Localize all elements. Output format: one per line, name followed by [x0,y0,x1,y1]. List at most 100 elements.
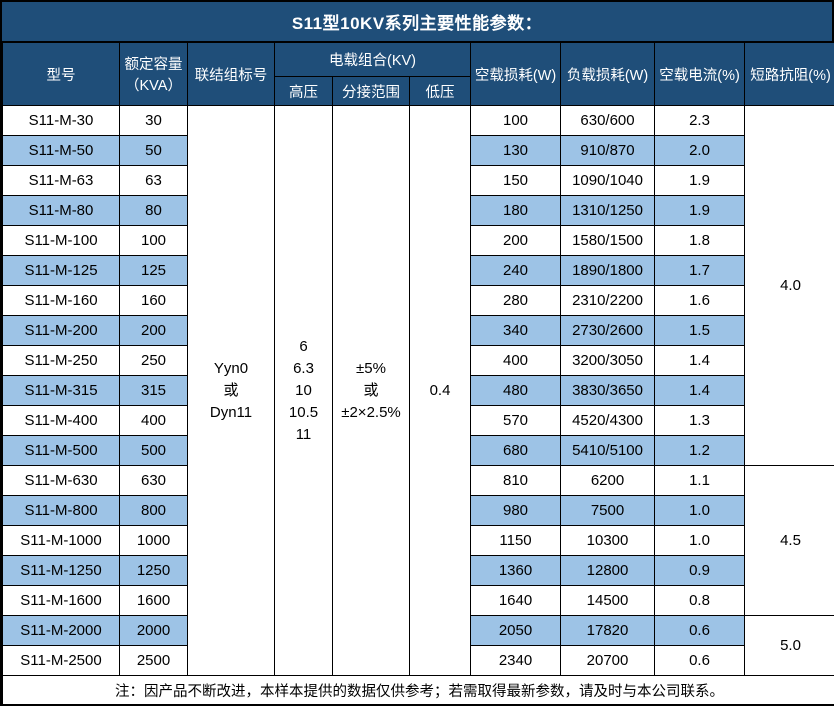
header-capacity-line1: 额定容量 [124,57,183,73]
tap-range-cell: ±5% 或 ±2×2.5% [332,105,410,676]
table-row: S11-M-2000 2000 2050 17820 0.6 5.0 [2,615,834,676]
no-load-current-cell: 1.0 [654,495,746,526]
header-capacity-line2: （KVA） [125,78,182,94]
table-row: S11-M-250 250 400 3200/3050 1.4 [2,345,834,376]
load-loss-cell: 1310/1250 [560,195,656,226]
table-row: S11-M-63 63 150 1090/1040 1.9 [2,165,834,196]
spec-table: 型号 额定容量 （KVA） 联结组标号 电载组合(KV) 空载损耗(W) 负载损… [1,42,834,705]
no-load-loss-cell: 130 [470,135,562,166]
model-cell: S11-M-250 [2,345,120,376]
load-loss-cell: 910/870 [560,135,656,166]
no-load-loss-cell: 200 [470,225,562,256]
no-load-current-cell: 1.7 [654,255,746,286]
impedance-cell: 5.0 [744,615,834,676]
no-load-current-cell: 2.3 [654,105,746,136]
no-load-current-cell: 0.6 [654,645,746,676]
no-load-loss-cell: 100 [470,105,562,136]
load-loss-cell: 3830/3650 [560,375,656,406]
load-loss-cell: 2730/2600 [560,315,656,346]
load-loss-cell: 1090/1040 [560,165,656,196]
no-load-loss-cell: 680 [470,435,562,466]
no-load-current-cell: 0.6 [654,615,746,646]
no-load-current-cell: 1.6 [654,285,746,316]
table-row: S11-M-80 80 180 1310/1250 1.9 [2,195,834,226]
footer-note: 注：因产品不断改进，本样本提供的数据仅供参考；若需取得最新参数，请及时与本公司联… [1,675,834,705]
table-row: S11-M-1600 1600 1640 14500 0.8 [2,585,834,616]
capacity-cell: 200 [119,315,188,346]
no-load-current-cell: 1.9 [654,195,746,226]
no-load-current-cell: 1.4 [654,345,746,376]
load-loss-cell: 1580/1500 [560,225,656,256]
load-loss-cell: 10300 [560,525,656,556]
model-cell: S11-M-63 [2,165,120,196]
table-row: S11-M-160 160 280 2310/2200 1.6 [2,285,834,316]
no-load-current-cell: 1.5 [654,315,746,346]
impedance-cell: 4.5 [744,465,834,616]
table-row: S11-M-2500 2500 2340 20700 0.6 [2,645,834,676]
no-load-loss-cell: 1360 [470,555,562,586]
model-cell: S11-M-200 [2,315,120,346]
model-cell: S11-M-50 [2,135,120,166]
no-load-loss-cell: 2340 [470,645,562,676]
load-loss-cell: 1890/1800 [560,255,656,286]
header-impedance: 短路抗阻(%) [744,42,834,106]
capacity-cell: 160 [119,285,188,316]
no-load-loss-cell: 570 [470,405,562,436]
table-body: S11-M-30 30 Yyn0 或 Dyn11 6 6.3 10 10.5 11 ±5% 或 ±2×2… [2,105,834,676]
load-loss-cell: 3200/3050 [560,345,656,376]
capacity-cell: 63 [119,165,188,196]
capacity-cell: 500 [119,435,188,466]
capacity-cell: 125 [119,255,188,286]
table-row: S11-M-125 125 240 1890/1800 1.7 [2,255,834,286]
connection-cell: Yyn0 或 Dyn11 [187,105,275,676]
table-row: S11-M-1000 1000 1150 10300 1.0 [2,525,834,556]
header-model: 型号 [2,42,120,106]
model-cell: S11-M-1000 [2,525,120,556]
model-cell: S11-M-500 [2,435,120,466]
capacity-cell: 1000 [119,525,188,556]
no-load-current-cell: 1.0 [654,525,746,556]
hv-cell: 6 6.3 10 10.5 11 [274,105,333,676]
header-no-load-loss: 空载损耗(W) [470,42,562,106]
no-load-current-cell: 1.8 [654,225,746,256]
no-load-loss-cell: 480 [470,375,562,406]
table-row: S11-M-630 630 810 6200 1.1 4.5 [2,465,834,616]
no-load-loss-cell: 980 [470,495,562,526]
header-capacity: 额定容量 （KVA） [119,42,188,106]
model-cell: S11-M-1600 [2,585,120,616]
model-cell: S11-M-100 [2,225,120,256]
no-load-loss-cell: 1640 [470,585,562,616]
model-cell: S11-M-2500 [2,645,120,676]
capacity-cell: 800 [119,495,188,526]
load-loss-cell: 14500 [560,585,656,616]
capacity-cell: 1600 [119,585,188,616]
model-cell: S11-M-315 [2,375,120,406]
capacity-cell: 2500 [119,645,188,676]
model-cell: S11-M-1250 [2,555,120,586]
model-cell: S11-M-125 [2,255,120,286]
no-load-loss-cell: 1150 [470,525,562,556]
capacity-cell: 630 [119,465,188,496]
no-load-current-cell: 1.1 [654,465,746,496]
no-load-loss-cell: 2050 [470,615,562,646]
model-cell: S11-M-630 [2,465,120,496]
model-cell: S11-M-800 [2,495,120,526]
no-load-loss-cell: 180 [470,195,562,226]
capacity-cell: 400 [119,405,188,436]
header-no-load-current: 空载电流(%) [654,42,746,106]
no-load-current-cell: 0.8 [654,585,746,616]
load-loss-cell: 2310/2200 [560,285,656,316]
no-load-current-cell: 1.9 [654,165,746,196]
no-load-current-cell: 0.9 [654,555,746,586]
load-loss-cell: 20700 [560,645,656,676]
capacity-cell: 80 [119,195,188,226]
table-row: S11-M-50 50 130 910/870 2.0 [2,135,834,166]
load-loss-cell: 630/600 [560,105,656,136]
capacity-cell: 100 [119,225,188,256]
capacity-cell: 315 [119,375,188,406]
no-load-loss-cell: 810 [470,465,562,496]
no-load-loss-cell: 400 [470,345,562,376]
capacity-cell: 50 [119,135,188,166]
table-row: S11-M-30 30 Yyn0 或 Dyn11 6 6.3 10 10.5 11 ±5% 或 ±2×2… [2,105,834,676]
